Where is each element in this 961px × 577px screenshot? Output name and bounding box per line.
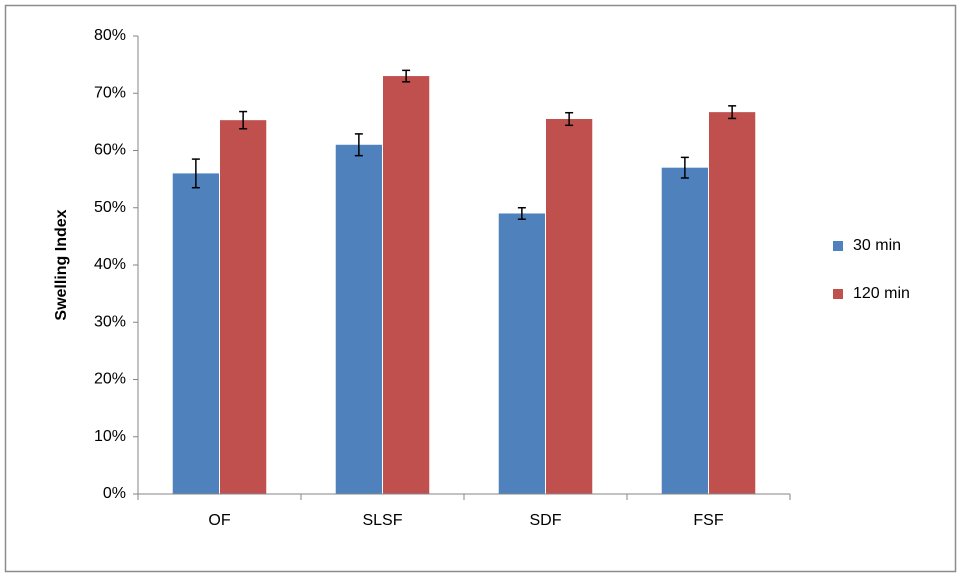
y-tick-label: 20% xyxy=(94,371,126,388)
y-tick-label: 70% xyxy=(94,84,126,101)
bar xyxy=(172,173,219,494)
x-tick-label: FSF xyxy=(693,512,723,529)
chart-frame xyxy=(4,4,957,573)
legend-swatch xyxy=(833,241,843,251)
error-bar xyxy=(517,207,526,220)
y-tick-label: 80% xyxy=(94,27,126,44)
x-tick-label: OF xyxy=(208,512,230,529)
x-tick-label: SLSF xyxy=(362,512,402,529)
bar xyxy=(220,120,267,494)
bar xyxy=(498,213,545,494)
bar xyxy=(335,144,382,494)
y-tick-label: 10% xyxy=(94,428,126,445)
y-tick-label: 50% xyxy=(94,199,126,216)
error-bar xyxy=(565,111,574,127)
error-bar xyxy=(239,110,248,130)
y-tick-label: 0% xyxy=(103,485,126,502)
legend-label: 120 min xyxy=(853,285,910,302)
error-bar xyxy=(680,156,689,179)
bar xyxy=(661,167,708,495)
bar xyxy=(709,112,756,494)
legend-swatch xyxy=(833,289,843,299)
y-tick-label: 40% xyxy=(94,256,126,273)
error-bar xyxy=(728,105,737,120)
y-axis-title: Swelling Index xyxy=(53,209,70,320)
legend-label: 30 min xyxy=(853,237,901,254)
x-tick-label: SDF xyxy=(530,512,562,529)
bar xyxy=(383,76,430,494)
y-tick-label: 30% xyxy=(94,313,126,330)
error-bar xyxy=(402,69,411,83)
bar xyxy=(546,119,593,494)
error-bar xyxy=(354,133,363,157)
y-tick-label: 60% xyxy=(94,142,126,159)
error-bar xyxy=(191,158,200,189)
